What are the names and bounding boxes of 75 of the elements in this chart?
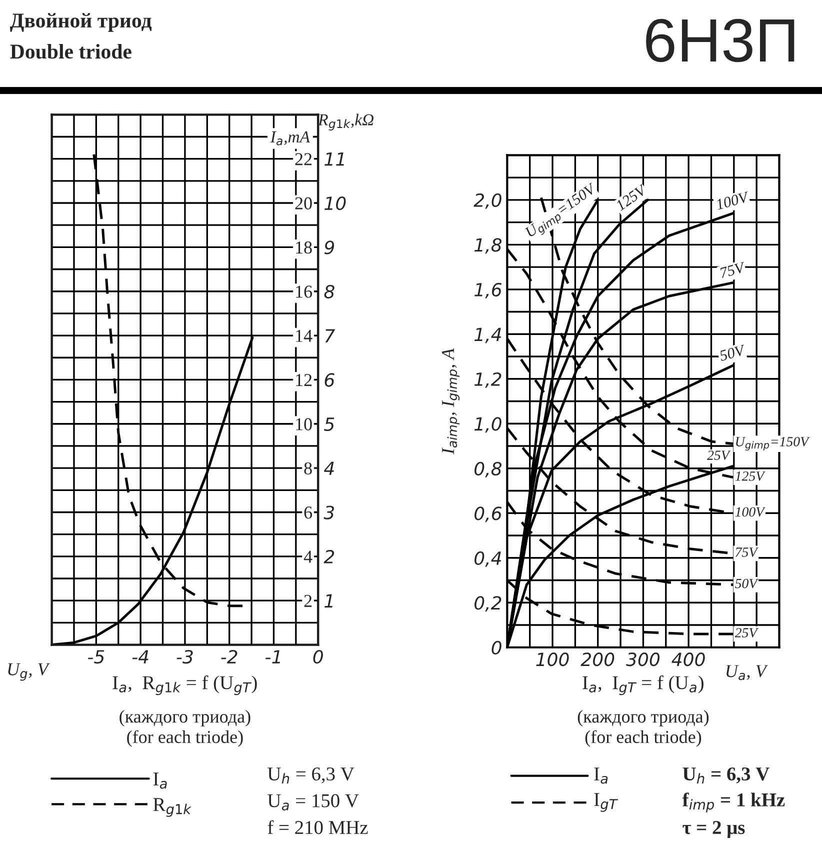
y-tick-label: 10 — [296, 418, 312, 430]
text: 50V — [718, 344, 746, 362]
x-tick-label: 200 — [580, 652, 614, 666]
y-tick-label: 12 — [296, 374, 312, 386]
text: I$_{gT}$ — [594, 793, 618, 812]
y-tick-label: 0 — [492, 640, 502, 654]
series-label: 100V — [735, 507, 766, 517]
y-tick-label: 18 — [296, 241, 312, 254]
x-tick-label: 0 — [313, 650, 323, 664]
text: Double triode — [10, 44, 132, 59]
y2-tick-label: 5 — [324, 418, 334, 432]
text: 6Н3П — [646, 18, 794, 62]
y2-tick-label: 8 — [324, 284, 334, 298]
y2-tick-label: 2 — [324, 550, 334, 564]
legend-label: R$_{g1k}$ — [153, 798, 192, 817]
y-tick-label: 14 — [296, 330, 312, 342]
y-tick-label: 22 — [295, 153, 312, 166]
text: f$_{imp}$ = 1 kHz — [682, 792, 785, 812]
y-axis-title: I$_{aimp}$, I$_{gimp}$, A — [442, 348, 460, 454]
text: U$_{a}$ = 150 V — [268, 794, 359, 810]
x-axis-title: U$_{a}$, V — [726, 665, 768, 680]
y2-tick-label: 9 — [324, 240, 334, 254]
y-tick-label: 0,2 — [474, 596, 502, 612]
y-tick-label: 6 — [304, 506, 312, 519]
y-tick-label: 1,8 — [474, 238, 502, 254]
text: U$_{h}$ = 6,3 V — [682, 767, 770, 784]
y-tick-label: 1,4 — [474, 328, 502, 344]
y-tick-label: 0,8 — [474, 462, 502, 478]
series-label: 125V — [735, 471, 766, 481]
y2-tick-label: 4 — [324, 462, 334, 475]
y2-tick-label: 3 — [324, 506, 334, 520]
y-tick-label: 0,6 — [474, 506, 502, 522]
x-tick-label: -4 — [132, 650, 148, 664]
text: 75V — [719, 262, 746, 278]
text: Двойной триод — [10, 13, 152, 32]
y-axis-title: I$_{a}$,mA — [270, 131, 310, 146]
y2-tick-label: 1 — [324, 594, 332, 608]
x-tick-label: -5 — [88, 650, 104, 664]
y-tick-label: 16 — [296, 286, 312, 298]
text: τ = 2 μs — [682, 821, 745, 838]
y-tick-label: 2,0 — [474, 193, 502, 209]
x-axis-title: U$_{g}$, V — [8, 663, 50, 681]
series-label: 25V — [707, 450, 731, 460]
y2-tick-label: 11 — [324, 152, 344, 166]
x-tick-label: -3 — [176, 650, 193, 664]
text: (каждого триода) (for each triode) — [120, 710, 250, 747]
series-label: U$_{gimp}$=150V — [736, 436, 810, 450]
y-tick-label: 1,0 — [474, 417, 502, 433]
text: I$_{a}$, R$_{g1k}$ = f (U$_{gT}$) — [112, 675, 257, 696]
y2-tick-label: 7 — [325, 329, 335, 342]
text: f = 210 MHz — [268, 820, 368, 834]
y-tick-label: 2 — [304, 594, 312, 607]
series-label: 50V — [735, 578, 759, 588]
x-tick-label: 300 — [626, 652, 660, 666]
y-tick-label: 1,6 — [474, 282, 502, 298]
y-tick-label: 4 — [304, 550, 312, 563]
text: 100V — [715, 191, 750, 210]
y-tick-label: 20 — [295, 197, 312, 210]
x-tick-label: -1 — [266, 650, 280, 664]
x-tick-label: 400 — [672, 652, 705, 666]
text: (каждого триода) (for each triode) — [578, 710, 709, 747]
text: I$_{a}$, I$_{gT}$ = f (U$_{a}$) — [582, 675, 704, 696]
series-label: 75V — [736, 548, 759, 557]
text: U$_{gimp}$=150V — [524, 182, 600, 242]
y-tick-label: 8 — [304, 462, 312, 475]
x-tick-label: 100 — [536, 652, 569, 666]
y2-tick-label: 10 — [324, 196, 346, 210]
legend-label: I$_{a}$ — [153, 772, 167, 789]
x-tick-label: -2 — [221, 650, 238, 664]
y2-tick-label: 6 — [324, 373, 334, 387]
y-tick-label: 1,2 — [474, 372, 502, 388]
y-tick-label: 0,4 — [474, 551, 502, 567]
text: I$_{a}$ — [594, 768, 608, 784]
series-label: 25V — [734, 628, 759, 638]
text: U$_{h}$ = 6,3 V — [268, 767, 354, 784]
